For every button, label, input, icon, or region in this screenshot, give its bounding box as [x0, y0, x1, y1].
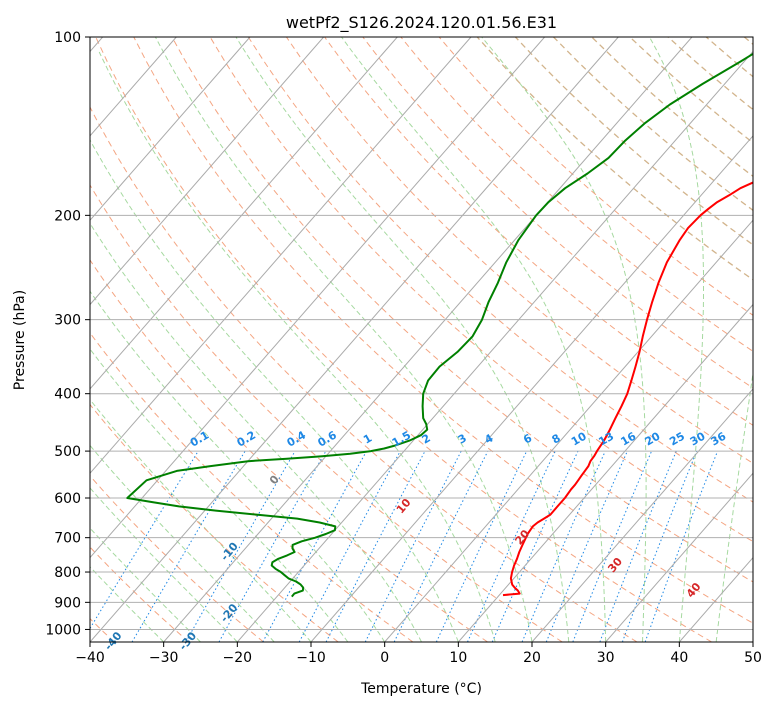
- dewpoint-profile-line: [126, 52, 753, 598]
- isotherm-line: [531, 388, 753, 642]
- x-tick-label: 0: [380, 650, 389, 666]
- isotherm-line: [236, 50, 753, 642]
- moist-adiabat-line: [90, 138, 459, 642]
- dry-adiabat-line: [90, 184, 563, 642]
- dry-adiabat-line: [90, 403, 339, 642]
- moist-adiabat-line: [154, 37, 533, 642]
- y-tick-label: 900: [54, 595, 81, 611]
- mixing-ratio-line: [599, 450, 677, 642]
- y-tick-label: 300: [54, 313, 81, 329]
- isotherm-line: [605, 472, 753, 642]
- x-tick-label: 20: [523, 650, 541, 666]
- x-tick-label: −40: [75, 650, 105, 666]
- mixing-ratio-line: [218, 450, 327, 642]
- dry-adiabat-line: [90, 259, 488, 642]
- isotherm-line: [90, 37, 251, 221]
- mixing-ratio-line: [621, 450, 698, 642]
- mixing-ratio-line: [572, 450, 653, 642]
- moist-adiabat-line: [481, 37, 647, 642]
- x-tick-label: −30: [149, 650, 179, 666]
- moist-adiabat-line: [90, 566, 165, 642]
- y-tick-label: 600: [54, 491, 81, 507]
- y-axis-label: Pressure (hPa): [12, 290, 28, 390]
- moist-adiabat-line: [90, 444, 275, 642]
- dry-adiabat-line: [171, 37, 753, 583]
- dry-adiabat-line: [133, 37, 753, 624]
- mixing-ratio-line: [298, 450, 401, 642]
- mixing-ratio-line: [644, 450, 719, 642]
- y-tick-label: 1000: [45, 622, 81, 638]
- y-axis-ticks: 100 200 300 400 500 600 700 800 900 1000: [45, 30, 90, 638]
- isotherm-line: [90, 37, 472, 475]
- dry-adiabat-line: [247, 37, 753, 503]
- mixing-ratio-line: [393, 450, 489, 642]
- x-tick-label: 30: [597, 650, 615, 666]
- temperature-profile-line: [502, 181, 753, 597]
- y-tick-label: 400: [54, 387, 81, 403]
- x-tick-label: 10: [449, 650, 467, 666]
- moist-adiabat-line: [235, 37, 570, 642]
- dry-adiabat-line: [438, 37, 753, 316]
- isotherm-line: [310, 135, 753, 642]
- dry-adiabat-line: [90, 475, 264, 642]
- isotherm-line: [90, 37, 325, 306]
- y-tick-label: 500: [54, 444, 81, 460]
- isotherm-line: [457, 303, 753, 642]
- dry-adiabat-line: [285, 37, 753, 464]
- isotherm-line: [90, 37, 398, 390]
- isotherms: [90, 37, 753, 642]
- moist-adiabat-line: [340, 37, 607, 642]
- y-tick-label: 800: [54, 565, 81, 581]
- plot-frame: [89, 36, 754, 643]
- x-tick-label: −20: [223, 650, 253, 666]
- isotherm-line: [163, 37, 693, 642]
- x-axis-label: Temperature (°C): [360, 681, 482, 697]
- moist-adiabat-line: [90, 348, 349, 642]
- mixing-ratio-line: [545, 450, 628, 642]
- y-tick-label: 700: [54, 531, 81, 547]
- x-axis-ticks: −40 −30 −20 −10 0 10 20 30 40 50: [75, 642, 762, 666]
- mixing-ratio-line: [90, 450, 199, 630]
- dry-adiabat-line: [90, 106, 638, 642]
- moist-adiabat-line: [90, 527, 201, 642]
- x-tick-label: 50: [744, 650, 762, 666]
- isotherm-line: [384, 219, 753, 642]
- y-tick-label: 100: [54, 30, 81, 46]
- mixing-ratio-line: [262, 450, 367, 642]
- chart-title: wetPf2_S126.2024.120.01.56.E31: [286, 13, 557, 33]
- isotherm-line: [90, 37, 546, 559]
- isotherm-line: [90, 37, 619, 642]
- moist-adiabat-line: [90, 487, 238, 642]
- pressure-gridlines: [90, 37, 753, 630]
- mixing-ratio-line: [521, 450, 606, 642]
- dry-adiabat-line: [95, 37, 712, 642]
- y-tick-label: 200: [54, 208, 81, 224]
- plot-area: [90, 37, 753, 642]
- x-tick-label: 40: [670, 650, 688, 666]
- x-tick-label: −10: [296, 650, 326, 666]
- sounding-profiles: [126, 52, 753, 598]
- moist-adiabat-line: [90, 222, 422, 642]
- moist-adiabat-line: [715, 370, 753, 642]
- dry-adiabat-line: [90, 546, 190, 642]
- moist-adiabat-line: [90, 398, 312, 642]
- mixing-ratio-line: [364, 450, 462, 642]
